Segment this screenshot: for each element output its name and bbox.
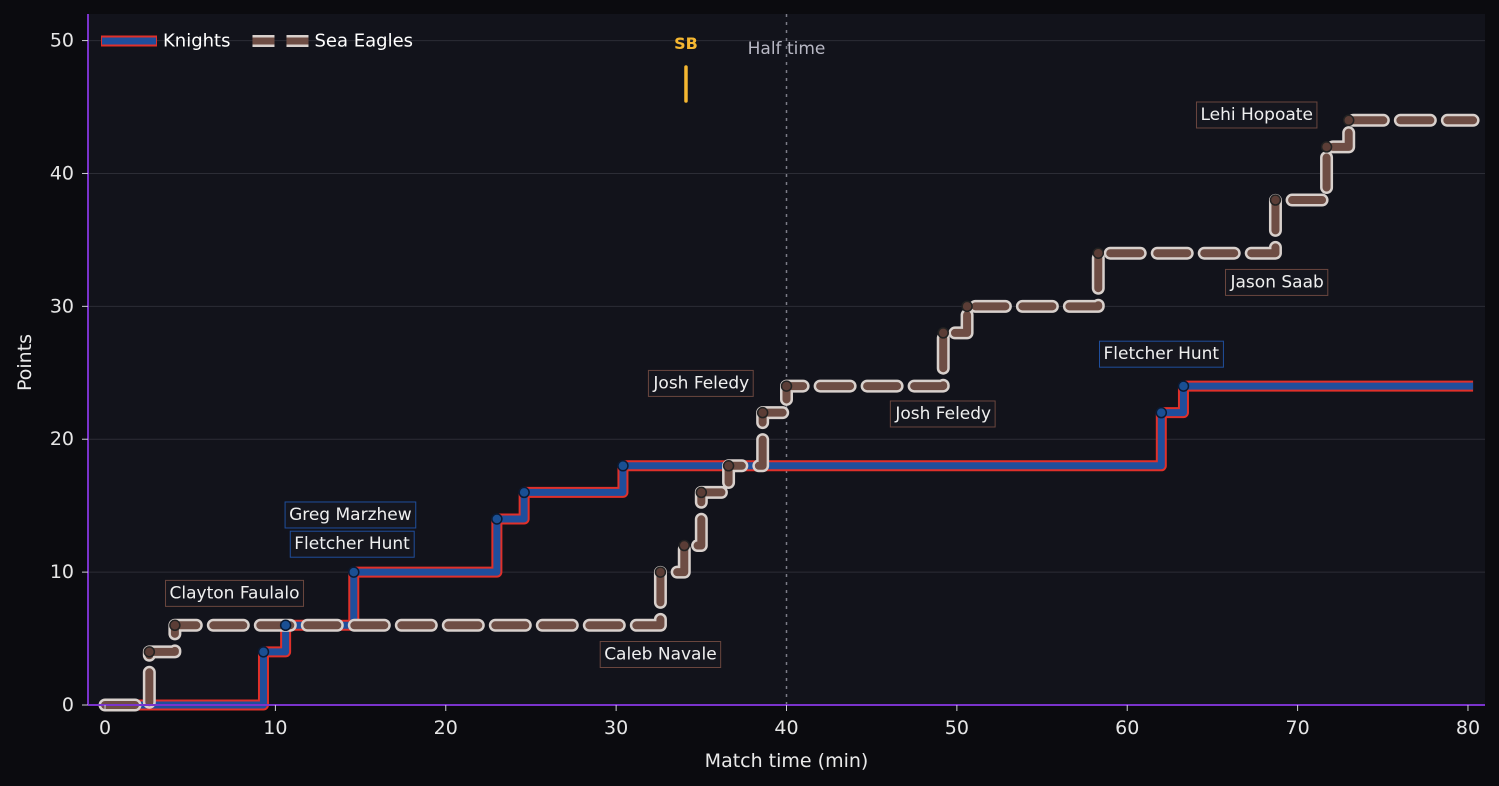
score-point-sea-eagles	[756, 406, 769, 419]
legend-item-sea-eagles: Sea Eagles	[252, 31, 413, 52]
annotation-label: Jason Saab	[1230, 272, 1324, 292]
annotations-layer: Clayton Faulalo Greg Marzhew Fletcher Hunt…	[165, 101, 1329, 669]
score-point-sea-eagles	[937, 327, 949, 339]
annotation-label: Fletcher Hunt	[1104, 344, 1220, 364]
score-point-knights	[279, 619, 292, 632]
x-tick-label: 40	[774, 717, 798, 739]
y-axis-label: Points	[14, 334, 36, 391]
annotation-7: Jason Saab	[1225, 268, 1329, 296]
annotation-label: Clayton Faulalo	[170, 583, 300, 603]
annotation-label: Josh Feledy	[894, 404, 991, 424]
series-line-sea-eagles	[101, 116, 1478, 709]
legend-label: Knights	[163, 31, 230, 52]
score-point-sea-eagles	[143, 646, 156, 658]
annotation-0: Clayton Faulalo	[165, 579, 305, 607]
y-tick-label: 0	[62, 694, 74, 716]
annotation-label: Josh Feledy	[652, 373, 749, 393]
annotation-box	[889, 400, 996, 428]
score-point-sea-eagles	[695, 486, 708, 499]
y-tick-label: 30	[50, 295, 74, 317]
score-point-sea-eagles	[722, 460, 735, 472]
sin-bin-label: SB	[674, 34, 698, 53]
x-tick-label: 20	[434, 717, 458, 739]
x-axis-label: Match time (min)	[705, 750, 869, 772]
annotation-3: Caleb Navale	[599, 641, 722, 669]
annotation-6: Fletcher Hunt	[1099, 340, 1224, 368]
x-tick-label: 30	[604, 717, 628, 739]
y-tick-label: 50	[50, 30, 74, 52]
score-point-sea-eagles	[169, 619, 181, 632]
x-tick-label: 80	[1456, 717, 1480, 739]
annotation-label: Greg Marzhew	[289, 505, 412, 525]
score-point-knights	[348, 566, 360, 578]
annotation-box	[647, 369, 754, 397]
annotation-5: Josh Feledy	[889, 400, 996, 428]
score-point-knights	[491, 513, 503, 525]
annotation-2: Fletcher Hunt	[289, 530, 415, 558]
annotation-box	[1099, 340, 1224, 368]
score-point-sea-eagles	[1320, 141, 1333, 153]
annotation-box	[1225, 268, 1329, 296]
annotation-box	[284, 501, 417, 529]
legend-item-knights: Knights	[101, 31, 230, 52]
annotation-label: Fletcher Hunt	[294, 534, 410, 554]
legend: Knights Sea Eagles	[101, 31, 413, 52]
score-point-knights	[257, 646, 270, 658]
score-point-knights	[617, 460, 629, 472]
score-point-knights	[518, 486, 530, 499]
x-tick-label: 50	[945, 717, 969, 739]
annotation-box	[599, 641, 722, 669]
annotation-1: Greg Marzhew	[284, 501, 417, 529]
x-tick-label: 60	[1115, 717, 1139, 739]
score-point-sea-eagles	[780, 380, 793, 392]
y-tick-label: 40	[50, 162, 74, 184]
annotation-box	[289, 530, 415, 558]
annotation-8: Lehi Hopoate	[1195, 101, 1318, 129]
score-point-sea-eagles	[1342, 114, 1355, 127]
half-time-label: Half time	[748, 39, 826, 59]
score-point-knights	[1177, 380, 1190, 392]
annotation-box	[1195, 101, 1318, 129]
score-point-sea-eagles	[961, 300, 973, 313]
score-point-sea-eagles	[1269, 194, 1282, 206]
points-layer	[143, 114, 1355, 658]
score-point-sea-eagles	[1092, 247, 1105, 259]
series-sea-eagles	[98, 113, 1480, 712]
y-tick-label: 10	[50, 561, 74, 583]
annotation-label: Caleb Navale	[604, 645, 716, 665]
x-tick-label: 70	[1286, 717, 1310, 739]
annotation-box	[165, 579, 305, 607]
x-tick-label: 10	[263, 717, 287, 739]
score-point-sea-eagles	[678, 539, 691, 552]
x-tick-label: 0	[99, 717, 111, 739]
legend-label: Sea Eagles	[314, 31, 413, 52]
annotation-label: Lehi Hopoate	[1200, 105, 1312, 125]
events-layer: SB	[674, 34, 698, 103]
reference-lines: Half time	[748, 14, 826, 705]
y-tick-label: 20	[50, 428, 74, 450]
annotation-4: Josh Feledy	[647, 369, 754, 397]
score-point-knights	[1155, 406, 1168, 419]
ticks: 0 10 20 30 40 50 60 70 80 0 10 20 30 40 50	[50, 30, 1480, 739]
score-point-sea-eagles	[654, 566, 667, 578]
